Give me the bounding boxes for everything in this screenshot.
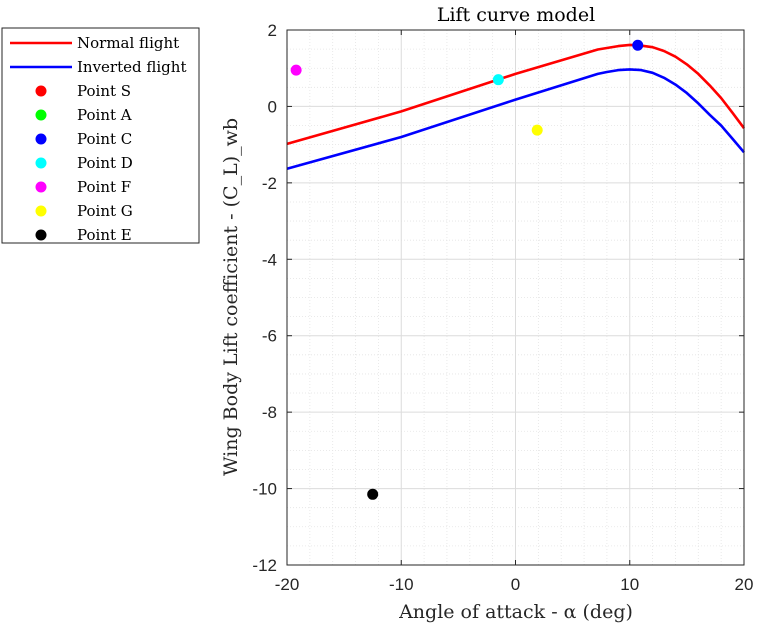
- legend-entry-label: Point C: [77, 130, 132, 148]
- legend-entry-label: Inverted flight: [77, 58, 186, 76]
- legend-entry-label: Point G: [77, 202, 133, 220]
- series-line-normal-flight: [286, 43, 746, 146]
- legend-items: Normal flight Inverted flight Point S Point…: [10, 34, 186, 244]
- x-tick-label: 10: [620, 575, 639, 594]
- y-ticks: 2 0 -2 -4 -6 -8 -10 -12: [252, 21, 744, 575]
- y-tick-label: -2: [262, 174, 277, 193]
- series-line-inverted-flight: [286, 68, 745, 170]
- data-point-point-e: [367, 488, 379, 500]
- y-tick-label: -10: [252, 480, 277, 499]
- x-axis-label: Angle of attack - α (deg): [398, 601, 633, 623]
- data-point-point-f: [290, 64, 302, 76]
- y-tick-label: -4: [262, 250, 277, 269]
- y-tick-label: 0: [268, 97, 277, 116]
- legend-marker-swatch: [35, 109, 47, 121]
- x-tick-label: -20: [275, 575, 300, 594]
- x-ticks: -20 -10 0 10 20: [275, 30, 754, 594]
- data-points: [290, 39, 644, 500]
- legend-entry-label: Point A: [77, 106, 132, 124]
- legend-marker-swatch: [35, 85, 47, 97]
- x-tick-label: -10: [389, 575, 414, 594]
- data-point-point-d: [492, 74, 504, 86]
- legend-entry-label: Point F: [77, 178, 131, 196]
- legend: Normal flight Inverted flight Point S Point…: [1, 27, 200, 244]
- x-tick-label: 20: [735, 575, 754, 594]
- legend-marker-swatch: [35, 181, 47, 193]
- x-tick-label: 0: [511, 575, 520, 594]
- legend-marker-swatch: [35, 133, 47, 145]
- y-tick-label: -12: [252, 556, 277, 575]
- legend-marker-swatch: [35, 229, 47, 241]
- legend-marker-swatch: [35, 157, 47, 169]
- y-axis-label: Wing Body Lift coefficient - (C_L)_wb: [220, 118, 242, 476]
- legend-entry-label: Point E: [77, 226, 132, 244]
- legend-marker-swatch: [35, 205, 47, 217]
- legend-entry-label: Point S: [77, 82, 131, 100]
- legend-box: [1, 27, 200, 244]
- legend-entry-label: Normal flight: [77, 34, 179, 52]
- series-lines: [286, 43, 746, 170]
- data-point-point-c: [632, 39, 644, 51]
- y-tick-label: 2: [268, 21, 277, 40]
- y-tick-label: -6: [262, 327, 277, 346]
- data-point-point-g: [531, 124, 543, 136]
- y-tick-label: -8: [262, 403, 277, 422]
- chart-title: Lift curve model: [437, 4, 595, 26]
- legend-entry-label: Point D: [77, 154, 133, 172]
